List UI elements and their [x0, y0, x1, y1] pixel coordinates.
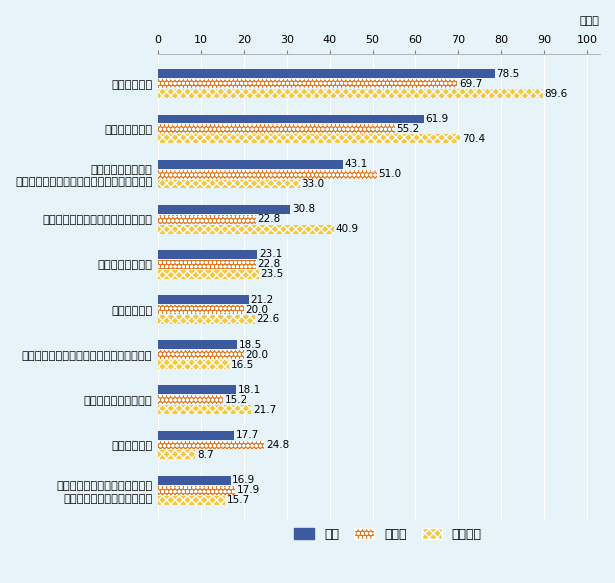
Text: 70.4: 70.4	[462, 134, 485, 144]
Text: 16.5: 16.5	[231, 360, 254, 370]
Bar	[158, 305, 244, 314]
Text: 55.2: 55.2	[397, 124, 420, 134]
Text: 21.7: 21.7	[253, 405, 276, 415]
Bar	[158, 215, 256, 224]
Text: 15.2: 15.2	[225, 395, 248, 405]
Text: 23.1: 23.1	[259, 250, 282, 259]
Text: 8.7: 8.7	[197, 450, 214, 460]
Text: 18.5: 18.5	[239, 340, 263, 350]
Bar	[158, 170, 377, 178]
Text: 30.8: 30.8	[292, 204, 315, 215]
Bar	[158, 124, 395, 134]
Bar	[158, 114, 424, 124]
Text: 78.5: 78.5	[496, 69, 520, 79]
Bar	[158, 250, 257, 259]
Bar	[158, 486, 235, 494]
Bar	[158, 395, 223, 405]
Bar	[158, 205, 290, 214]
Text: 33.0: 33.0	[301, 179, 325, 189]
Bar	[158, 476, 231, 484]
Text: （％）: （％）	[580, 16, 600, 26]
Bar	[158, 496, 226, 504]
Text: 24.8: 24.8	[266, 440, 290, 450]
Text: 17.9: 17.9	[237, 485, 260, 495]
Text: 22.8: 22.8	[258, 214, 281, 224]
Bar	[158, 340, 237, 349]
Bar	[158, 69, 495, 78]
Text: 15.7: 15.7	[227, 495, 250, 505]
Text: 22.8: 22.8	[258, 259, 281, 269]
Bar	[158, 135, 460, 143]
Text: 17.7: 17.7	[236, 430, 259, 440]
Text: 22.6: 22.6	[256, 314, 280, 325]
Text: 43.1: 43.1	[344, 159, 368, 169]
Bar	[158, 295, 249, 304]
Bar	[158, 270, 259, 279]
Bar	[158, 360, 229, 369]
Bar	[158, 315, 255, 324]
Bar	[158, 180, 300, 188]
Bar	[158, 431, 234, 440]
Bar	[158, 224, 333, 234]
Text: 89.6: 89.6	[544, 89, 568, 99]
Bar	[158, 350, 244, 359]
Legend: 全体, 製造業, 非製造業: 全体, 製造業, 非製造業	[289, 523, 486, 546]
Text: 40.9: 40.9	[335, 224, 359, 234]
Text: 20.0: 20.0	[245, 304, 269, 315]
Bar	[158, 385, 236, 394]
Text: 69.7: 69.7	[459, 79, 482, 89]
Bar	[158, 441, 264, 449]
Bar	[158, 79, 457, 88]
Text: 51.0: 51.0	[379, 169, 402, 179]
Text: 21.2: 21.2	[251, 294, 274, 304]
Text: 23.5: 23.5	[261, 269, 284, 279]
Text: 18.1: 18.1	[237, 385, 261, 395]
Bar	[158, 451, 196, 459]
Bar	[158, 89, 542, 98]
Bar	[158, 405, 251, 415]
Text: 61.9: 61.9	[426, 114, 448, 124]
Bar	[158, 260, 256, 269]
Bar	[158, 160, 343, 168]
Text: 20.0: 20.0	[245, 350, 269, 360]
Text: 16.9: 16.9	[232, 475, 256, 485]
